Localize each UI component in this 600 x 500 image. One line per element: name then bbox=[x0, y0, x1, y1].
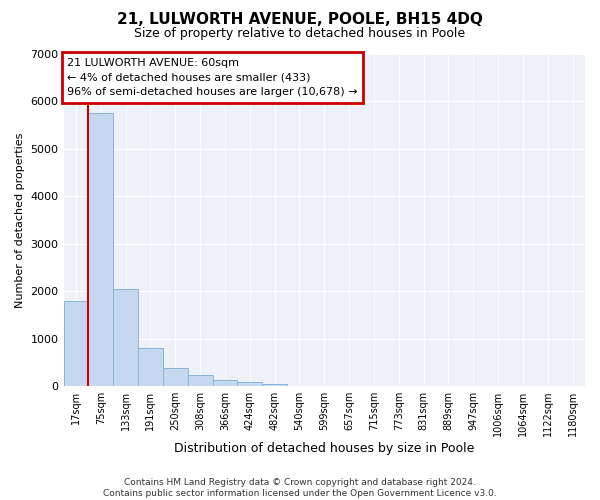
Text: 21, LULWORTH AVENUE, POOLE, BH15 4DQ: 21, LULWORTH AVENUE, POOLE, BH15 4DQ bbox=[117, 12, 483, 28]
Bar bbox=[163, 368, 188, 386]
Bar bbox=[262, 384, 287, 386]
Bar bbox=[138, 348, 163, 386]
Bar bbox=[113, 289, 138, 386]
Bar bbox=[64, 300, 88, 386]
Bar bbox=[188, 374, 212, 386]
Y-axis label: Number of detached properties: Number of detached properties bbox=[15, 132, 25, 308]
X-axis label: Distribution of detached houses by size in Poole: Distribution of detached houses by size … bbox=[174, 442, 475, 455]
Bar bbox=[88, 114, 113, 386]
Text: 21 LULWORTH AVENUE: 60sqm
← 4% of detached houses are smaller (433)
96% of semi-: 21 LULWORTH AVENUE: 60sqm ← 4% of detach… bbox=[67, 58, 358, 98]
Bar bbox=[212, 380, 238, 386]
Text: Contains HM Land Registry data © Crown copyright and database right 2024.
Contai: Contains HM Land Registry data © Crown c… bbox=[103, 478, 497, 498]
Text: Size of property relative to detached houses in Poole: Size of property relative to detached ho… bbox=[134, 28, 466, 40]
Bar bbox=[238, 382, 262, 386]
